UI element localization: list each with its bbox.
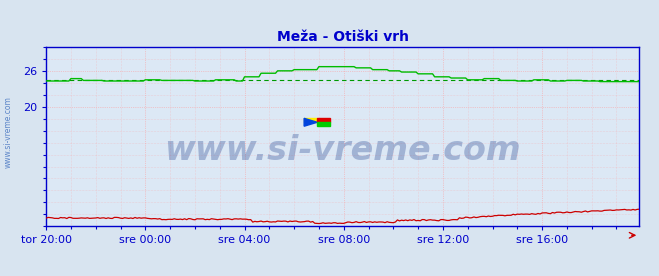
Polygon shape	[304, 118, 317, 126]
Text: www.si-vreme.com: www.si-vreme.com	[4, 97, 13, 168]
Text: www.si-vreme.com: www.si-vreme.com	[164, 134, 521, 168]
Polygon shape	[317, 118, 330, 122]
Polygon shape	[317, 122, 330, 126]
Title: Meža - Otiški vrh: Meža - Otiški vrh	[277, 30, 409, 44]
Polygon shape	[304, 118, 317, 122]
